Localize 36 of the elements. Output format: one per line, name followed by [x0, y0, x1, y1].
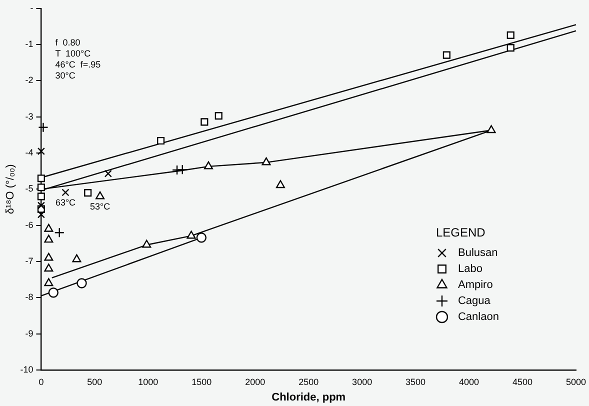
x-tick-label: 5000 [566, 376, 586, 387]
legend-label: Ampiro [458, 279, 493, 292]
y-tick-label: -9 [25, 328, 34, 338]
x-tick-label: 1500 [192, 376, 212, 387]
x-tick-label: 3000 [352, 376, 372, 387]
legend-label: Bulusan [458, 247, 498, 260]
y-tick-label: -10 [20, 364, 34, 374]
annotation: 46°C f=.95 [55, 59, 101, 70]
annotation: f 0.80 [55, 37, 80, 48]
legend-label: Canlaon [458, 311, 499, 324]
annotation: T 100°C [55, 48, 92, 58]
x-tick-label: 500 [87, 376, 102, 387]
y-axis-title: δ¹⁸O (°/₀₀) [4, 164, 17, 214]
x-axis-title: Chloride, ppm [272, 391, 346, 404]
y-tick-label: -6 [25, 220, 34, 230]
y-tick-label: - [30, 2, 34, 13]
y-tick-label: -1 [25, 39, 34, 50]
annotation: 63°C [55, 197, 76, 208]
annotation: 53°C [90, 201, 111, 212]
x-tick-label: 4500 [512, 376, 533, 387]
x-tick-label: 0 [38, 376, 44, 387]
y-tick-label: -2 [25, 75, 34, 86]
y-tick-label: -4 [25, 148, 34, 158]
legend-label: Labo [458, 263, 482, 276]
x-tick-label: 2000 [245, 376, 266, 387]
y-tick-label: -3 [25, 111, 34, 122]
annotation: 30°C [55, 70, 76, 80]
legend-label: Cagua [458, 295, 492, 308]
y-tick-label: -7 [25, 256, 34, 266]
x-tick-label: 3500 [406, 376, 426, 387]
x-tick-label: 1000 [138, 376, 158, 387]
x-tick-label: 4000 [459, 376, 480, 387]
y-tick-label: -5 [25, 184, 34, 194]
legend-title: LEGEND [436, 225, 486, 240]
y-tick-label: -8 [25, 292, 34, 302]
x-tick-label: 2500 [298, 376, 319, 387]
